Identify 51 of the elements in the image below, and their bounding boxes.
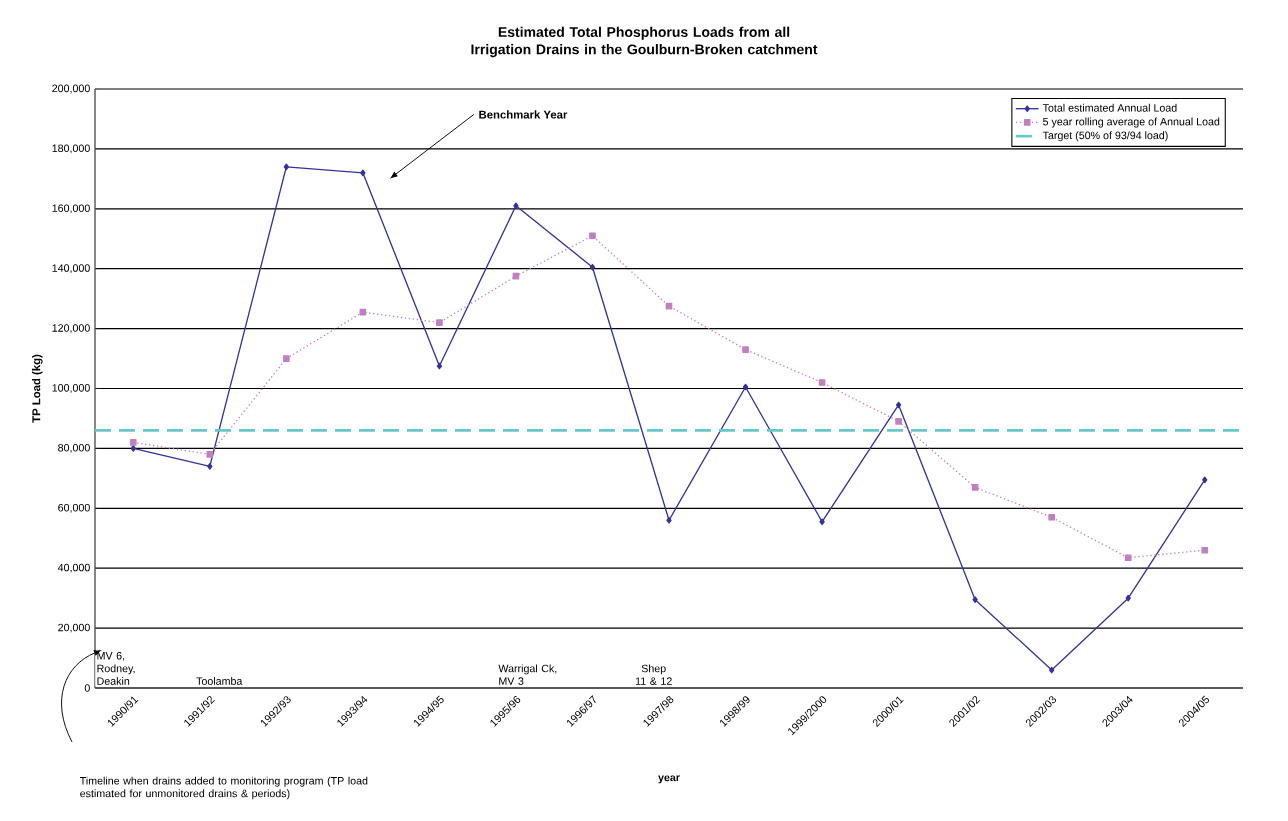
point — [129, 439, 137, 446]
annotation: MV 6, Rodney, Deakin — [97, 652, 135, 685]
point — [589, 232, 596, 240]
point — [1202, 476, 1208, 484]
y-tick-label: 0 — [84, 684, 90, 692]
point — [1201, 546, 1209, 554]
legend-label: Total estimated Annual Load — [1042, 103, 1177, 112]
point — [360, 169, 366, 177]
y-axis-title: TP Load (kg) — [31, 354, 43, 423]
point — [1124, 554, 1132, 562]
point — [742, 383, 749, 391]
y-tick-label: 80,000 — [58, 443, 90, 453]
legend-label: 5 year rolling average of Annual Load — [1043, 117, 1220, 128]
point — [283, 163, 290, 171]
x-axis-title: year — [658, 775, 680, 784]
point — [818, 379, 826, 386]
point — [1125, 594, 1131, 602]
chart-title: Estimated Total Phosphorus Loads from all Irrigation Drains in the Goulburn-Broken catchment — [471, 26, 818, 58]
point — [206, 451, 214, 458]
point — [436, 362, 443, 370]
y-tick-label: 40,000 — [57, 563, 90, 573]
annotation: Benchmark Year — [479, 110, 568, 119]
annotation: Toolamba — [196, 677, 243, 685]
point — [895, 401, 902, 409]
point — [1048, 513, 1056, 521]
point — [666, 516, 672, 524]
y-tick-label: 140,000 — [52, 264, 90, 274]
point — [436, 319, 443, 326]
text: Timeline when drains added to monitoring program (TP load estimated for unmonitored drains & periods) — [79, 776, 368, 800]
point — [207, 463, 213, 470]
point — [895, 418, 902, 425]
point — [742, 346, 749, 353]
point — [589, 263, 596, 271]
point — [972, 596, 978, 603]
point — [1049, 666, 1055, 674]
point — [130, 445, 136, 452]
y-tick-label: 100,000 — [52, 384, 90, 393]
y-tick-label: 160,000 — [52, 204, 90, 214]
point — [513, 202, 519, 210]
point — [512, 272, 520, 280]
point — [283, 355, 290, 362]
legend-label: Target (50% of 93/94 load) — [1042, 131, 1168, 142]
annotation: Warrigal Ck, MV 3 — [498, 664, 557, 685]
annotation: Shep 11 & 12 — [635, 664, 672, 685]
y-tick-label: 60,000 — [58, 503, 90, 513]
y-tick-label: 180,000 — [52, 144, 90, 154]
y-tick-label: 200,000 — [52, 84, 90, 94]
point — [971, 483, 979, 491]
y-tick-label: 20,000 — [58, 623, 90, 633]
point — [819, 518, 825, 526]
y-tick-label: 120,000 — [52, 324, 90, 333]
